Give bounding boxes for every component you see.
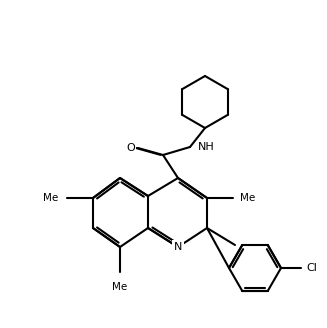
Text: Me: Me (112, 282, 128, 292)
Text: Me: Me (240, 193, 255, 203)
Text: Cl: Cl (306, 263, 317, 273)
Text: N: N (174, 242, 182, 252)
Text: O: O (127, 143, 135, 153)
Text: Me: Me (43, 193, 58, 203)
Text: NH: NH (198, 142, 215, 152)
